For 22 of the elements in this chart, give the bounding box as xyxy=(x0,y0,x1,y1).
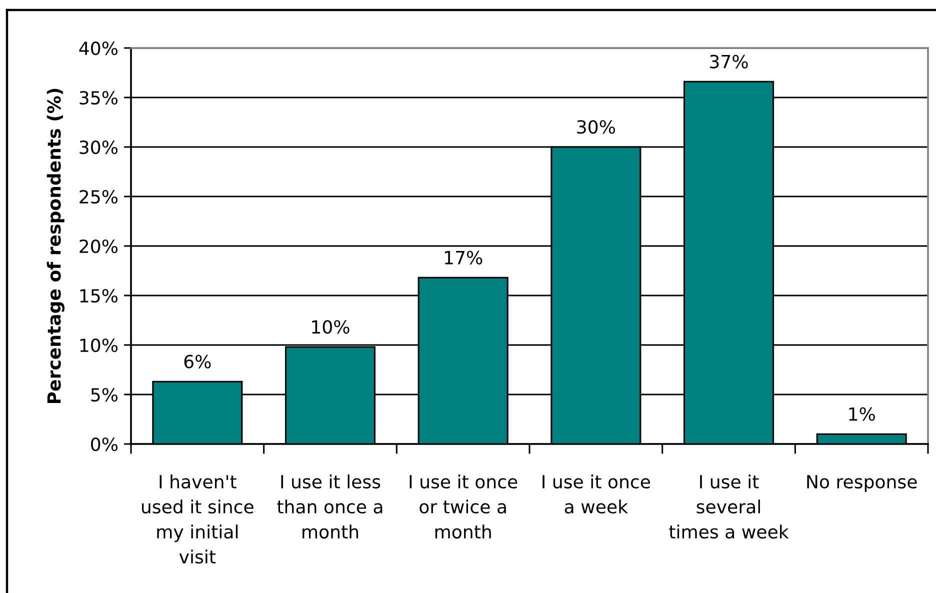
x-tick-label: I use it once or twice a month xyxy=(410,474,518,539)
data-label: 37% xyxy=(710,54,748,68)
y-tick-label: 10% xyxy=(80,338,118,352)
x-tick-label: I use it less than once a month xyxy=(277,474,382,539)
y-tick-label: 40% xyxy=(79,41,118,56)
y-tick-label: 0% xyxy=(91,437,118,452)
x-tick-label: I use it once a week xyxy=(542,474,650,514)
data-label: 10% xyxy=(312,320,350,334)
x-tick-label: No response xyxy=(807,475,917,492)
y-tick-label: 35% xyxy=(80,90,118,105)
y-tick-label: 20% xyxy=(80,239,118,254)
data-label: 30% xyxy=(577,120,615,134)
y-tick-label: 25% xyxy=(80,190,118,204)
x-tick-label: I use it several times a week xyxy=(669,474,789,539)
data-label: 6% xyxy=(184,354,211,368)
y-tick-label: 30% xyxy=(80,140,118,154)
y-tick-label: 15% xyxy=(80,288,118,303)
data-label: 17% xyxy=(445,250,482,264)
data-label: 1% xyxy=(849,407,875,421)
x-tick-label: I haven't used it since my initial visit xyxy=(142,474,254,564)
y-tick-label: 5% xyxy=(91,388,118,402)
y-axis-title: Percentage of respondents (%) xyxy=(46,88,64,404)
